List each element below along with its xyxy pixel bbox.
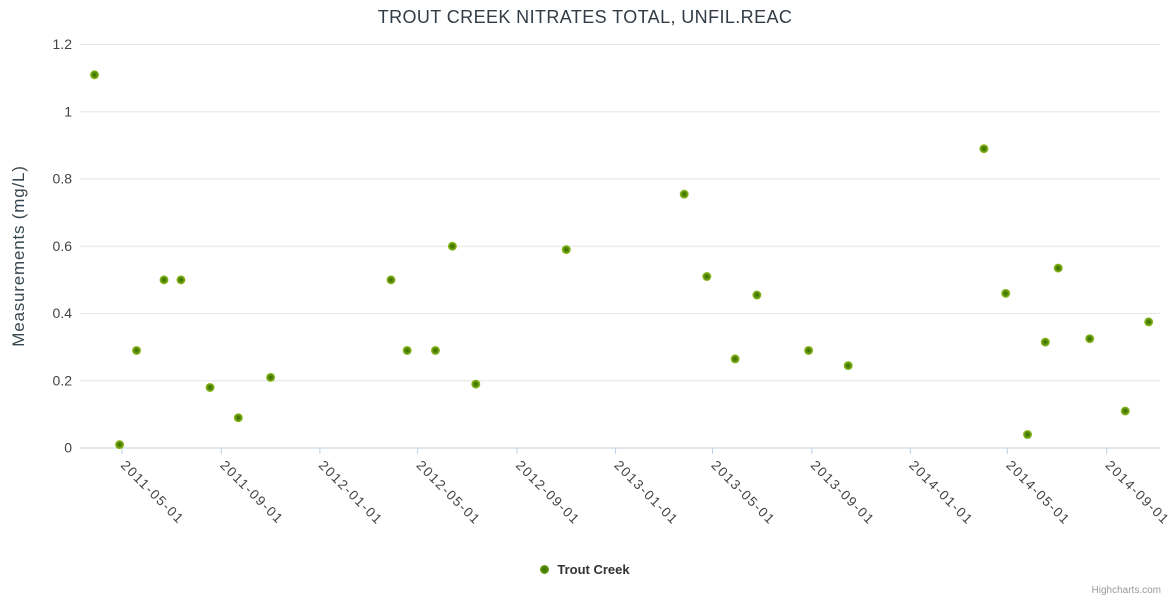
y-axis-label: 0.2 bbox=[53, 372, 73, 388]
data-point[interactable] bbox=[1023, 430, 1033, 440]
x-axis-label: 2011-05-01 bbox=[118, 458, 187, 527]
data-point[interactable] bbox=[90, 70, 100, 80]
x-axis-label: 2014-05-01 bbox=[1003, 458, 1073, 528]
data-point[interactable] bbox=[1144, 317, 1154, 327]
legend-marker-icon bbox=[540, 565, 550, 574]
data-point[interactable] bbox=[1001, 288, 1011, 298]
x-axis-label: 2012-05-01 bbox=[414, 458, 484, 528]
y-axis-label: 0.4 bbox=[53, 305, 73, 321]
x-axis-label: 2013-05-01 bbox=[708, 458, 778, 528]
y-axis-label: 0.8 bbox=[53, 171, 73, 187]
x-axis-label: 2012-09-01 bbox=[513, 458, 583, 528]
data-point[interactable] bbox=[386, 275, 396, 285]
data-point[interactable] bbox=[730, 354, 740, 364]
legend-item-trout-creek[interactable]: Trout Creek bbox=[0, 562, 1170, 577]
credits-link[interactable]: Highcharts.com bbox=[1091, 585, 1161, 596]
data-point[interactable] bbox=[561, 245, 571, 255]
data-point[interactable] bbox=[447, 241, 457, 251]
data-point[interactable] bbox=[233, 413, 243, 423]
data-point[interactable] bbox=[430, 345, 440, 355]
data-point[interactable] bbox=[402, 345, 412, 355]
data-point[interactable] bbox=[1085, 334, 1095, 344]
data-point[interactable] bbox=[176, 275, 186, 285]
x-axis-label: 2012-01-01 bbox=[316, 458, 386, 528]
data-point[interactable] bbox=[1040, 337, 1050, 347]
data-point[interactable] bbox=[843, 361, 853, 371]
y-axis-label: 1.2 bbox=[53, 36, 73, 52]
data-point[interactable] bbox=[266, 372, 276, 382]
data-point[interactable] bbox=[979, 144, 989, 154]
y-axis-label: 0.6 bbox=[53, 238, 73, 254]
data-point[interactable] bbox=[205, 382, 215, 392]
x-axis-label: 2011-09-01 bbox=[217, 458, 286, 527]
data-point[interactable] bbox=[471, 379, 481, 389]
y-axis-label: 1 bbox=[64, 103, 72, 119]
data-point[interactable] bbox=[1053, 263, 1063, 273]
legend-item-label: Trout Creek bbox=[557, 562, 630, 577]
data-point[interactable] bbox=[115, 440, 125, 450]
data-point[interactable] bbox=[1120, 406, 1130, 416]
data-point[interactable] bbox=[804, 345, 814, 355]
x-axis-label: 2013-01-01 bbox=[611, 458, 681, 528]
x-axis-label: 2014-01-01 bbox=[906, 458, 976, 528]
data-point[interactable] bbox=[159, 275, 169, 285]
x-axis-label: 2014-09-01 bbox=[1103, 458, 1170, 528]
data-point[interactable] bbox=[702, 272, 712, 282]
data-point[interactable] bbox=[752, 290, 762, 300]
chart-title: TROUT CREEK NITRATES TOTAL, UNFIL.REAC bbox=[377, 7, 793, 27]
x-axis-label: 2013-09-01 bbox=[808, 458, 878, 528]
data-point[interactable] bbox=[132, 345, 142, 355]
y-axis-label: 0 bbox=[64, 440, 72, 456]
data-point[interactable] bbox=[679, 189, 689, 199]
